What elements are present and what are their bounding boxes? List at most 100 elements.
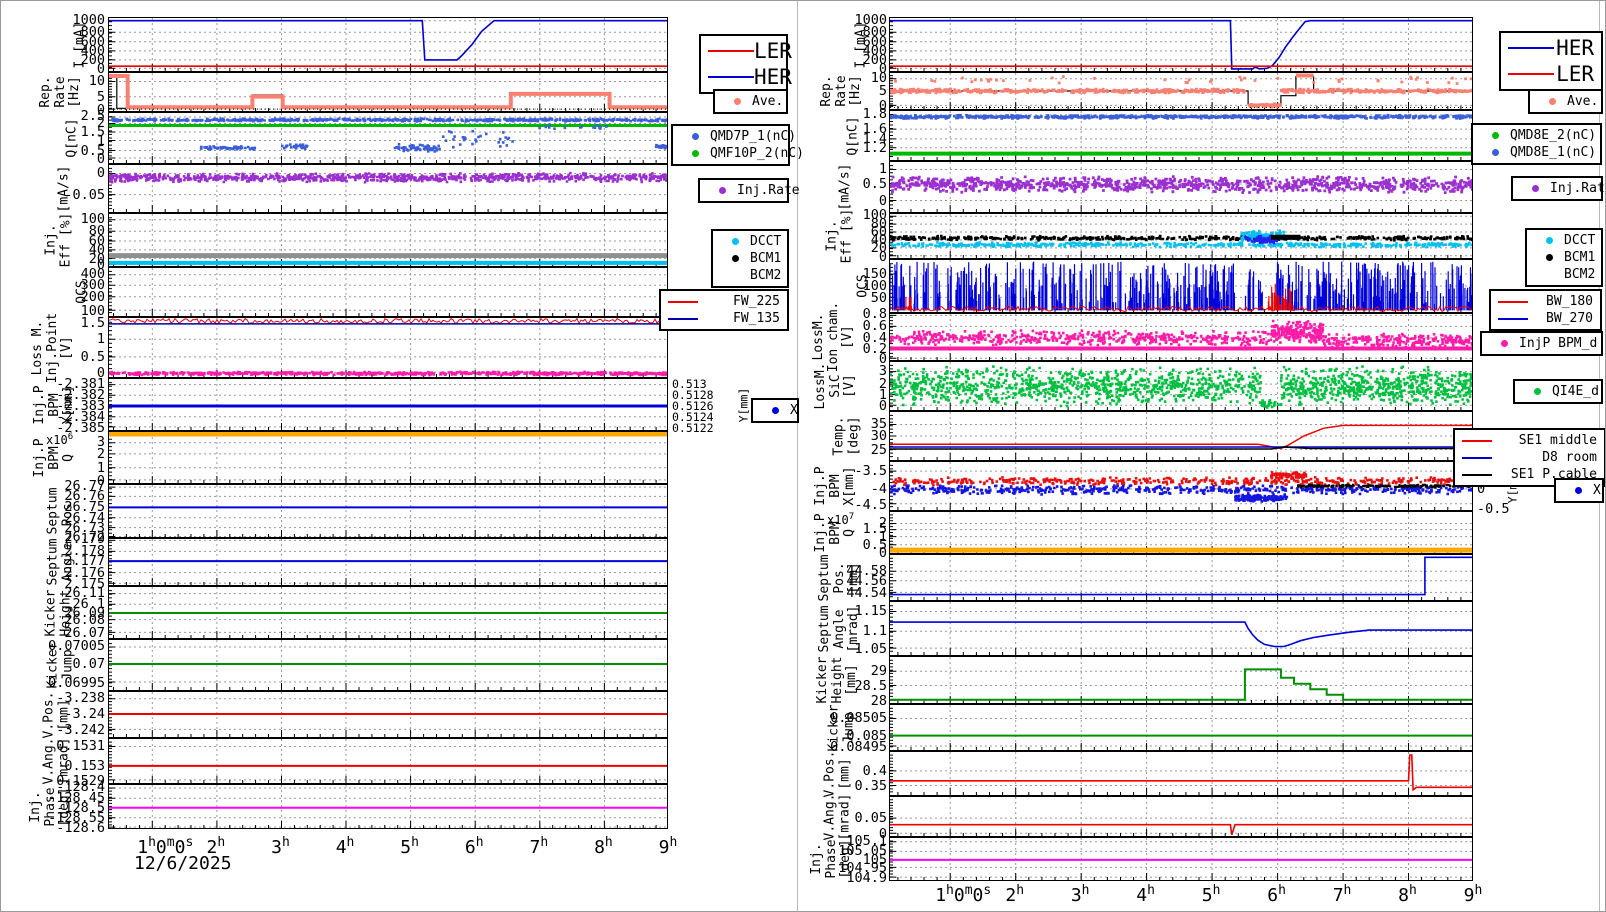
series-DCCT-right xyxy=(890,241,1472,249)
y-tick-label: 44.54 xyxy=(846,585,887,601)
y-tick-label: 80 xyxy=(870,215,887,232)
y-tick-label: 0.07005 xyxy=(48,638,105,655)
y-tick-label: 0 xyxy=(878,98,887,115)
y-tick-label: 2.179 xyxy=(64,531,105,548)
y-tick-label: 600 xyxy=(862,33,887,50)
plot-left-inj-eff[interactable] xyxy=(108,213,668,267)
legend-bpm-d-legend: InjP BPM_d xyxy=(1480,331,1603,356)
series-QMD8E_1(nC)-right xyxy=(890,113,1472,120)
y-tick-label: 35 xyxy=(870,416,887,432)
plot-right-kicker-jump[interactable] xyxy=(889,704,1473,751)
legend-item: D8 room xyxy=(1462,450,1597,465)
legend-item: BCM2 xyxy=(1534,267,1595,282)
y-tick-label: 26.11 xyxy=(64,584,105,601)
plot-right-injp-bpm-q[interactable] xyxy=(889,511,1473,554)
legend-item: Inj.Rate xyxy=(1520,181,1605,196)
plot-left-inj-phase[interactable] xyxy=(108,784,668,829)
plot-right-loss-ion-chamber[interactable] xyxy=(889,313,1473,361)
y-axis-label-injp-bpm-x: Inj.P BPM X[mm] xyxy=(32,384,77,425)
y-tick-label: 104.95 xyxy=(838,859,887,876)
series-sc-right xyxy=(1297,483,1472,489)
plot-right-rep-rate[interactable] xyxy=(889,72,1473,110)
legend-label: HER xyxy=(754,65,792,89)
y-tick-label: 0.153 xyxy=(64,758,105,775)
plot-left-inj-rate[interactable] xyxy=(108,164,668,213)
y-tick-label: -3.242 xyxy=(56,722,105,738)
legend-ave-legend: Ave. xyxy=(713,89,788,114)
plot-right-inj-phase[interactable] xyxy=(889,837,1473,881)
x-tick-label: 7h xyxy=(1332,883,1352,906)
y-tick-label: 2 xyxy=(96,114,105,131)
plot-left-charge[interactable] xyxy=(108,112,668,164)
y-axis-label-current: I [mA] xyxy=(72,21,88,68)
series-sc-right xyxy=(1270,471,1308,480)
legend-item: QMF10P_2(nC) xyxy=(680,146,804,161)
plot-right-v-pos[interactable] xyxy=(889,751,1473,796)
y-axis-label-septum-angle: Septum Angle xyxy=(45,538,75,586)
legend-item: DCCT xyxy=(720,234,782,249)
y-tick-label: 2 xyxy=(878,515,887,532)
y-tick-label: 0.4 xyxy=(862,762,887,779)
legend-label: Ave. xyxy=(1567,94,1599,109)
plot-left-current[interactable] xyxy=(108,17,668,72)
y-tick-label: 26.75 xyxy=(64,499,105,516)
x-tick-label: 3h xyxy=(271,835,290,858)
plot-left-kicker-jump[interactable] xyxy=(108,639,668,691)
y-axis-label-inj-eff: Inj. Eff [%] xyxy=(43,212,73,268)
plot-left-injp-bpm-x[interactable] xyxy=(108,378,668,431)
legend-item: BW_270 xyxy=(1498,311,1593,326)
legend-item: FW_135 xyxy=(668,311,780,326)
dot-symbol xyxy=(680,129,710,144)
line-symbol xyxy=(1462,450,1492,465)
y-tick-label: 0 xyxy=(878,351,887,368)
y-tick-label: 5 xyxy=(878,83,887,99)
plot-left-loss-monitor[interactable] xyxy=(108,317,668,378)
plot-right-inj-rate[interactable] xyxy=(889,161,1473,213)
y-tick-label: 0 xyxy=(96,257,105,274)
legend-ring-legend: HER LER xyxy=(1499,31,1603,91)
legend-label: HER xyxy=(1556,36,1594,60)
plot-left-ocs[interactable] xyxy=(108,267,668,317)
dot-symbol xyxy=(1520,181,1550,196)
line-symbol xyxy=(708,66,754,88)
plot-right-current[interactable] xyxy=(889,17,1473,72)
plot-right-kicker-height[interactable] xyxy=(889,656,1473,704)
plot-right-temperature[interactable] xyxy=(889,411,1473,461)
plot-right-v-ang[interactable] xyxy=(889,796,1473,837)
y-tick-label: -2.384 xyxy=(56,409,105,426)
plot-right-charge[interactable] xyxy=(889,110,1473,161)
plot-right-septum-pos[interactable] xyxy=(889,554,1473,601)
x-tick-label: 4h xyxy=(335,835,355,858)
plot-left-v-pos[interactable] xyxy=(108,691,668,738)
legend-item: InjP BPM_d xyxy=(1489,336,1597,351)
plot-left-kicker-height[interactable] xyxy=(108,586,668,639)
plot-right-septum-angle[interactable] xyxy=(889,601,1473,656)
plot-left-v-ang[interactable] xyxy=(108,738,668,784)
plot-right-ocs[interactable] xyxy=(889,259,1473,313)
series-BW_270-right xyxy=(890,261,1235,311)
legend-item: QMD8E_1(nC) xyxy=(1480,145,1596,160)
plot-right-loss-sic[interactable] xyxy=(889,361,1473,411)
y-tick-label: 1 xyxy=(878,528,887,545)
y-tick-label: -2.381 xyxy=(56,375,105,392)
legend-item: Ave. xyxy=(1537,94,1598,109)
plot-left-injp-bpm-q[interactable] xyxy=(108,431,668,484)
legend-item: QMD7P_1(nC) xyxy=(680,129,796,144)
plot-left-septum-angle[interactable] xyxy=(108,538,668,586)
plot-left-septum-pos[interactable] xyxy=(108,484,668,538)
plot-right-injp-bpm-x[interactable] xyxy=(889,461,1473,511)
plot-left-rep-rate[interactable] xyxy=(108,72,668,112)
legend-label: DCCT xyxy=(750,234,782,249)
x-tick-label: 5h xyxy=(400,835,419,858)
y-tick-label: 2 xyxy=(878,376,887,392)
y-tick-label: 1.8 xyxy=(862,106,887,123)
line-symbol xyxy=(1462,467,1492,482)
y-tick-label: -128.45 xyxy=(48,789,105,806)
y-tick-label: 28 xyxy=(870,693,887,710)
plot-right-inj-eff[interactable] xyxy=(889,213,1473,259)
legend-label: BCM1 xyxy=(750,251,782,266)
y-tick-label: -128.55 xyxy=(48,810,105,827)
line-symbol xyxy=(708,40,754,62)
y-tick-label: 0.08505 xyxy=(830,710,887,727)
y-axis-label-inj-rate: [mA/s] xyxy=(837,163,853,211)
